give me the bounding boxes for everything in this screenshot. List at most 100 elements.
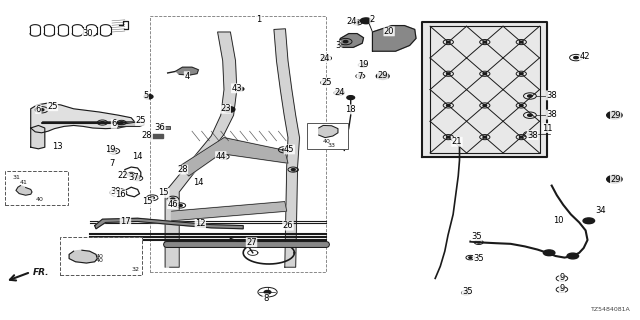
Text: 14: 14: [132, 152, 143, 161]
Circle shape: [360, 18, 372, 24]
Bar: [150, 134, 163, 138]
FancyBboxPatch shape: [60, 237, 142, 275]
Text: 9: 9: [559, 273, 564, 282]
Polygon shape: [338, 34, 364, 47]
Circle shape: [115, 191, 122, 194]
Text: 40: 40: [96, 253, 104, 259]
Circle shape: [447, 105, 450, 106]
Text: 11: 11: [543, 124, 553, 132]
Text: 15: 15: [143, 197, 153, 206]
Text: 25: 25: [136, 116, 146, 125]
Circle shape: [344, 41, 348, 43]
Text: 6: 6: [36, 105, 41, 114]
Circle shape: [483, 136, 486, 138]
Circle shape: [324, 82, 326, 83]
Text: 39: 39: [110, 188, 120, 196]
Circle shape: [150, 197, 154, 199]
Text: 19: 19: [358, 60, 369, 69]
FancyBboxPatch shape: [5, 171, 68, 205]
Text: 28: 28: [142, 131, 152, 140]
Text: 34: 34: [595, 206, 605, 215]
Text: 30: 30: [83, 29, 93, 38]
Text: 24: 24: [334, 88, 344, 97]
Text: 39: 39: [292, 168, 300, 173]
Text: 40: 40: [36, 196, 44, 202]
Text: 20: 20: [384, 27, 394, 36]
Text: 29: 29: [378, 71, 388, 80]
Circle shape: [362, 64, 364, 66]
Circle shape: [527, 95, 532, 97]
Circle shape: [607, 175, 622, 183]
Circle shape: [120, 122, 123, 123]
Bar: [430, 26, 540, 153]
Text: 5: 5: [143, 91, 148, 100]
Circle shape: [469, 257, 472, 258]
Polygon shape: [31, 125, 45, 149]
Circle shape: [359, 76, 362, 77]
Circle shape: [337, 92, 341, 94]
Text: 35: 35: [462, 287, 472, 296]
Polygon shape: [165, 32, 237, 267]
Circle shape: [477, 242, 480, 243]
Circle shape: [100, 122, 104, 124]
Circle shape: [483, 41, 486, 43]
Circle shape: [447, 73, 450, 75]
Polygon shape: [69, 250, 97, 263]
Polygon shape: [31, 103, 134, 133]
Text: 22: 22: [118, 171, 128, 180]
Text: 40: 40: [96, 258, 104, 263]
Circle shape: [447, 136, 450, 138]
Text: 43: 43: [232, 84, 242, 93]
FancyBboxPatch shape: [307, 123, 348, 149]
Text: 23: 23: [220, 104, 230, 113]
Circle shape: [583, 218, 595, 224]
Text: 24: 24: [320, 54, 330, 63]
Text: 13: 13: [52, 142, 63, 151]
Text: TZ5484081A: TZ5484081A: [591, 307, 630, 312]
Text: 37: 37: [129, 173, 139, 182]
Text: 6: 6: [111, 119, 116, 128]
Text: 26: 26: [283, 221, 293, 230]
Text: 29: 29: [611, 175, 621, 184]
Circle shape: [527, 133, 532, 136]
Text: 19: 19: [105, 145, 115, 154]
Polygon shape: [319, 125, 338, 138]
Text: 2: 2: [370, 15, 375, 24]
Polygon shape: [118, 122, 144, 126]
Circle shape: [355, 21, 359, 23]
Text: 12: 12: [195, 220, 205, 228]
Text: 40: 40: [323, 139, 331, 144]
Text: 17: 17: [120, 217, 131, 226]
Text: 7: 7: [357, 72, 362, 81]
Circle shape: [607, 111, 622, 119]
Text: 1: 1: [257, 15, 262, 24]
Text: 27: 27: [246, 238, 257, 247]
Text: 25: 25: [321, 78, 332, 87]
Text: 33: 33: [327, 143, 335, 148]
Text: 21: 21: [452, 137, 462, 146]
Text: 35: 35: [472, 232, 482, 241]
Text: 31: 31: [13, 175, 20, 180]
Circle shape: [112, 150, 116, 152]
Text: FR.: FR.: [33, 268, 50, 277]
Circle shape: [560, 277, 564, 279]
Bar: [160, 126, 170, 129]
Text: 29: 29: [611, 111, 621, 120]
Circle shape: [144, 94, 153, 99]
Text: 35: 35: [474, 254, 484, 263]
Circle shape: [264, 291, 271, 294]
Circle shape: [447, 41, 450, 43]
Circle shape: [527, 114, 532, 116]
Circle shape: [376, 73, 389, 79]
Text: 15: 15: [159, 188, 169, 197]
Text: 16: 16: [115, 190, 125, 199]
Text: 8: 8: [263, 294, 268, 303]
Circle shape: [347, 96, 355, 100]
Circle shape: [465, 292, 467, 293]
Text: 9: 9: [559, 284, 564, 293]
Circle shape: [283, 148, 287, 151]
Circle shape: [179, 204, 182, 206]
Text: 32: 32: [131, 267, 140, 272]
Text: 46: 46: [168, 200, 178, 209]
Text: 14: 14: [193, 178, 204, 187]
